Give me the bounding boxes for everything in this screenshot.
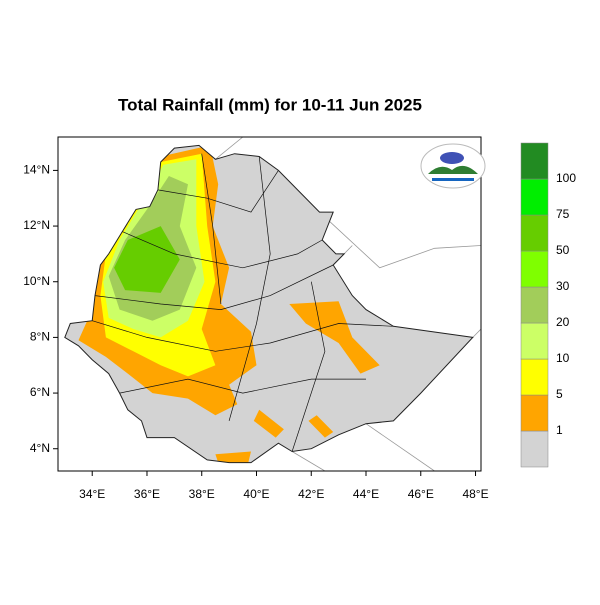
legend-label: 20 [556, 315, 570, 329]
logo-ring [420, 143, 486, 189]
axes: 34°E 36°E 38°E 40°E 42°E 44°E 46°E 48°E 4°N 6°N 8°… [23, 163, 488, 502]
logo [420, 143, 486, 189]
legend-label: 75 [556, 207, 570, 221]
region-boundary [157, 170, 279, 213]
legend: 1 5 10 20 30 50 75 100 [520, 142, 576, 468]
legend-box [520, 214, 549, 252]
legend-box [520, 394, 549, 432]
legend-box [520, 358, 549, 396]
x-tick-label: 34°E [79, 487, 105, 501]
map-frame [57, 136, 482, 472]
y-tick-label: 12°N [23, 218, 50, 232]
neighbour-border [472, 328, 481, 338]
legend-box [520, 178, 549, 216]
y-tick-label: 8°N [30, 330, 50, 344]
rain-area [114, 226, 180, 293]
rain-area [253, 409, 284, 438]
region-boundary [94, 264, 334, 310]
legend-label: 1 [556, 423, 563, 437]
logo-cloud [440, 152, 464, 164]
region-boundary [291, 281, 326, 452]
logo-hills [428, 165, 478, 174]
chart-title: Total Rainfall (mm) for 10-11 Jun 2025 [118, 95, 422, 114]
legend-label: 30 [556, 279, 570, 293]
neighbour-border [365, 423, 435, 471]
legend-box [520, 286, 549, 324]
rain-area [308, 415, 334, 438]
y-tick-label: 14°N [23, 163, 50, 177]
region-boundary [119, 378, 366, 394]
x-tick-label: 38°E [189, 487, 215, 501]
legend-label: 100 [556, 171, 576, 185]
x-tick-label: 40°E [243, 487, 269, 501]
map [64, 137, 481, 471]
rain-area [215, 451, 251, 463]
neighbour-border [215, 137, 244, 160]
logo-band [432, 178, 474, 181]
legend-box [520, 250, 549, 288]
y-tick-label: 4°N [30, 441, 50, 455]
y-tick-label: 6°N [30, 385, 50, 399]
y-tick-label: 10°N [23, 274, 50, 288]
x-tick-label: 36°E [134, 487, 160, 501]
x-tick-label: 42°E [298, 487, 324, 501]
legend-box [520, 142, 549, 180]
x-tick-label: 46°E [408, 487, 434, 501]
region-boundary [92, 320, 394, 352]
region-boundary [228, 156, 271, 421]
legend-label: 10 [556, 351, 570, 365]
region-boundary [122, 231, 323, 269]
x-tick-label: 48°E [462, 487, 488, 501]
rain-areas [78, 145, 380, 463]
neighbour-border [291, 451, 326, 471]
legend-label: 5 [556, 387, 563, 401]
legend-label: 50 [556, 243, 570, 257]
legend-box [520, 322, 549, 360]
rain-area [289, 301, 380, 374]
legend-box [520, 430, 549, 468]
neighbour-border [319, 211, 481, 269]
region-boundary [201, 153, 222, 305]
country-outline [64, 144, 474, 464]
x-tick-label: 44°E [353, 487, 379, 501]
